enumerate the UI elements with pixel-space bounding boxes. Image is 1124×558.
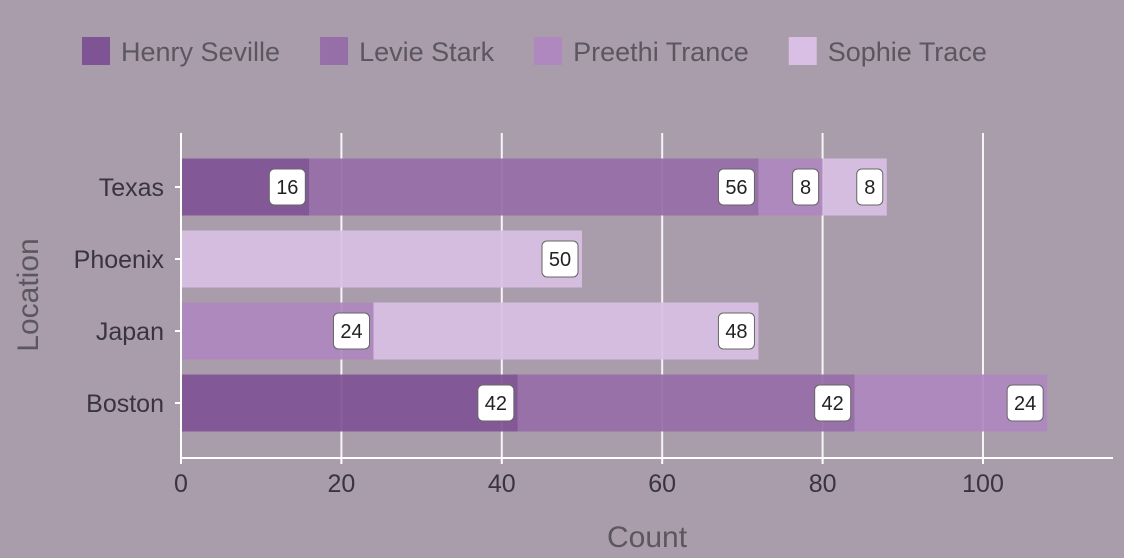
data-label: 24 [1006, 384, 1044, 422]
data-label: 24 [332, 312, 370, 350]
data-label-text: 42 [485, 393, 507, 415]
data-label: 48 [717, 312, 755, 350]
legend-swatch [788, 37, 817, 65]
data-label-box [332, 312, 370, 350]
data-label-text: 50 [549, 249, 571, 271]
bar-boston-0 [181, 374, 518, 432]
legend-label: Preethi Trance [573, 37, 749, 67]
data-label: 56 [717, 168, 755, 206]
data-label: 8 [792, 168, 820, 206]
data-label-box [717, 168, 755, 206]
data-label-text: 16 [276, 177, 298, 199]
y-axis-title: Location [12, 238, 45, 351]
data-label-text: 8 [800, 177, 811, 199]
legend-item-1: Levie Stark [320, 37, 495, 67]
data-label-text: 8 [864, 177, 875, 199]
axes: 0 20 40 60 80 100 Texas Phoenix Japan Boston [74, 133, 1113, 498]
x-axis-title: Count [607, 521, 688, 554]
bar-boston-1 [517, 374, 855, 432]
legend-swatch [534, 37, 563, 65]
x-tick-label: 100 [962, 470, 1004, 498]
legend-swatch [320, 37, 349, 65]
legend-label: Henry Seville [121, 37, 280, 67]
data-label-box [792, 168, 820, 206]
legend-item-2: Preethi Trance [534, 37, 749, 67]
data-label-box [814, 384, 852, 422]
legend-label: Levie Stark [359, 37, 495, 67]
data-label-box [541, 240, 579, 278]
y-tick-label: Boston [86, 390, 164, 418]
x-tick-label: 0 [174, 470, 188, 498]
data-label-text: 48 [725, 321, 747, 343]
bar-japan-3 [373, 302, 759, 360]
y-tick-label: Phoenix [74, 246, 165, 274]
data-label: 42 [477, 384, 515, 422]
bars [181, 158, 1048, 432]
legend-label: Sophie Trace [828, 37, 987, 67]
legend-item-0: Henry Seville [82, 37, 280, 67]
data-label-box [268, 168, 306, 206]
data-label: 42 [814, 384, 852, 422]
data-label-box [1006, 384, 1044, 422]
data-label-box [856, 168, 884, 206]
data-label-text: 42 [822, 393, 844, 415]
y-tick-label: Japan [96, 318, 164, 346]
data-label-box [477, 384, 515, 422]
bar-texas-1 [309, 158, 759, 216]
data-label-box [717, 312, 755, 350]
data-label: 50 [541, 240, 579, 278]
data-label: 8 [856, 168, 884, 206]
y-tick-label: Texas [99, 174, 164, 202]
x-tick-label: 40 [488, 470, 516, 498]
data-label-text: 56 [725, 177, 747, 199]
data-label-text: 24 [340, 321, 362, 343]
data-label: 16 [268, 168, 306, 206]
bar-phoenix-3 [181, 230, 582, 288]
legend: Henry Seville Levie Stark Preethi Trance So… [82, 37, 987, 67]
legend-item-3: Sophie Trace [788, 37, 987, 67]
data-label-text: 24 [1014, 393, 1036, 415]
x-tick-label: 20 [327, 470, 355, 498]
x-tick-label: 80 [809, 470, 837, 498]
legend-swatch [82, 37, 110, 65]
x-tick-label: 60 [648, 470, 676, 498]
data-labels: 16 56 8 8 50 24 48 42 42 24 [268, 168, 1044, 422]
